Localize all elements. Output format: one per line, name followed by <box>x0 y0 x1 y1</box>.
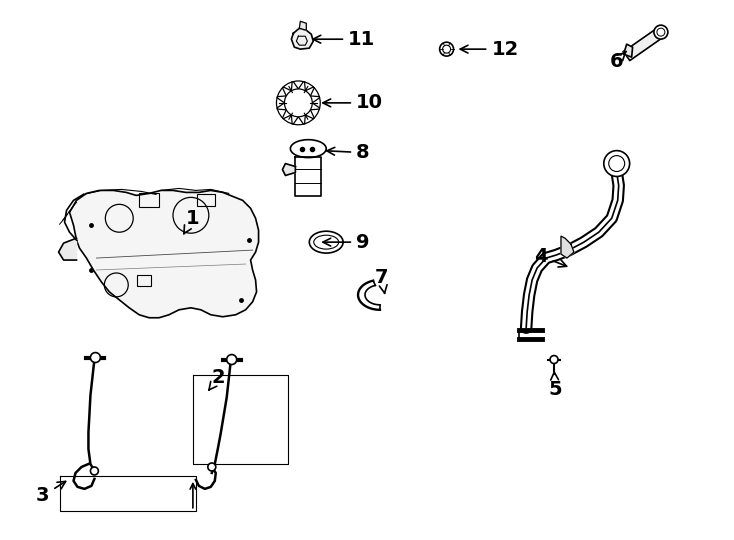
Circle shape <box>227 355 236 365</box>
Circle shape <box>604 151 630 177</box>
Polygon shape <box>624 44 633 57</box>
Text: 1: 1 <box>184 209 200 234</box>
Polygon shape <box>561 236 574 258</box>
Circle shape <box>285 89 312 117</box>
Polygon shape <box>623 28 664 60</box>
Ellipse shape <box>309 231 343 253</box>
Text: 8: 8 <box>327 143 370 162</box>
Polygon shape <box>291 28 313 49</box>
Polygon shape <box>299 21 306 30</box>
Bar <box>197 194 215 206</box>
Text: 2: 2 <box>208 368 225 390</box>
Polygon shape <box>283 164 295 176</box>
Bar <box>137 275 151 286</box>
Circle shape <box>90 467 98 475</box>
Text: 4: 4 <box>534 247 567 267</box>
Bar <box>139 193 159 207</box>
Text: 9: 9 <box>323 233 369 252</box>
Polygon shape <box>70 191 258 318</box>
Circle shape <box>550 355 558 363</box>
Text: 7: 7 <box>375 268 389 293</box>
Circle shape <box>90 353 101 362</box>
Text: 5: 5 <box>548 372 562 399</box>
Text: 11: 11 <box>313 30 375 49</box>
Circle shape <box>208 463 216 471</box>
Circle shape <box>654 25 668 39</box>
Ellipse shape <box>291 140 326 158</box>
Text: 3: 3 <box>36 481 65 505</box>
Text: 12: 12 <box>460 39 519 59</box>
Polygon shape <box>295 157 321 197</box>
Text: 6: 6 <box>610 51 626 71</box>
Polygon shape <box>59 238 76 260</box>
Circle shape <box>440 42 454 56</box>
Text: 10: 10 <box>323 93 383 112</box>
